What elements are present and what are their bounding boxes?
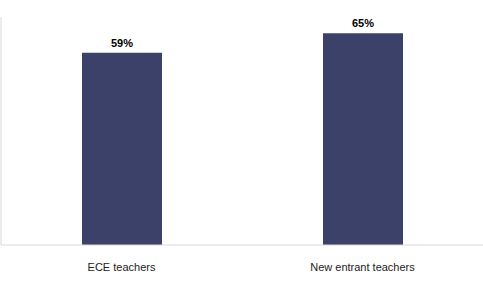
svg-text:New entrant teachers: New entrant teachers (310, 261, 415, 273)
svg-text:ECE teachers: ECE teachers (88, 261, 156, 273)
svg-text:65%: 65% (352, 17, 374, 29)
svg-text:59%: 59% (111, 37, 133, 49)
